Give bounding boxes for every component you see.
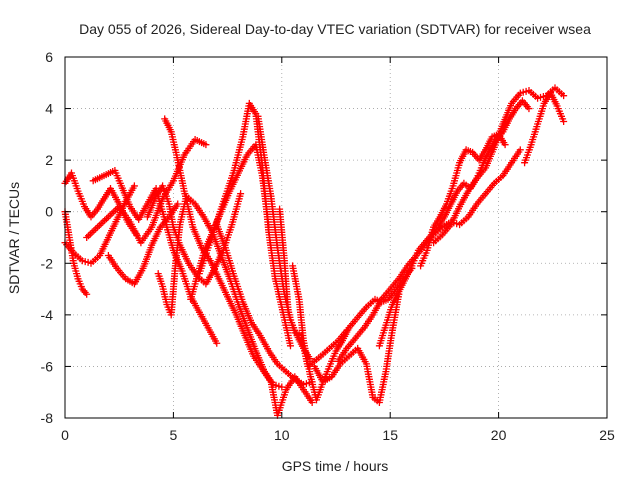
data-point-marker [501, 141, 509, 149]
series-track-5 [83, 136, 210, 247]
y-tick-label: 0 [45, 204, 53, 220]
axis-ticks: 0 5 10 15 20 25 -8 -6 -4 -2 0 2 4 6 [41, 49, 615, 443]
data-point-marker [174, 200, 182, 208]
x-tick-label: 10 [274, 427, 290, 443]
series-track-9 [161, 115, 316, 419]
x-tick-label: 15 [382, 427, 398, 443]
series-track-17 [334, 146, 524, 365]
data-point-marker [237, 190, 245, 198]
data-point-marker [560, 92, 568, 100]
y-tick-label: -4 [41, 307, 54, 323]
data-point-marker [308, 399, 316, 407]
x-tick-label: 25 [599, 427, 615, 443]
y-tick-label: 6 [45, 49, 53, 65]
series-track-2 [61, 208, 91, 298]
y-tick-label: -2 [41, 255, 54, 271]
series-track-19 [417, 130, 509, 270]
data-point-marker [286, 342, 294, 350]
series-track-6 [104, 200, 182, 288]
series-track-16 [310, 290, 403, 406]
plot-frame [64, 56, 608, 419]
data-point-marker [130, 182, 138, 190]
x-tick-label: 20 [491, 427, 507, 443]
data-point-marker [525, 105, 533, 113]
series-track-4 [89, 167, 221, 347]
series-track-21 [521, 89, 568, 167]
x-tick-label: 5 [170, 427, 178, 443]
x-tick-label: 0 [61, 427, 69, 443]
data-traces [61, 84, 568, 419]
data-point-marker [560, 117, 568, 125]
data-point-marker [83, 290, 91, 298]
x-axis-label: GPS time / hours [282, 458, 389, 474]
y-tick-label: -6 [41, 358, 54, 374]
y-tick-label: 4 [45, 101, 53, 117]
data-point-marker [202, 141, 210, 149]
chart-title: Day 055 of 2026, Sidereal Day-to-day VTE… [79, 21, 591, 37]
series-line [163, 118, 313, 417]
series-line [86, 138, 207, 244]
y-axis-label: SDTVAR / TECUs [6, 182, 22, 294]
grid-lines [65, 57, 607, 418]
data-point-marker [213, 339, 221, 347]
y-tick-label: 2 [45, 152, 53, 168]
y-tick-label: -8 [41, 410, 54, 426]
series-track-20 [430, 84, 568, 247]
data-point-marker [516, 146, 524, 154]
